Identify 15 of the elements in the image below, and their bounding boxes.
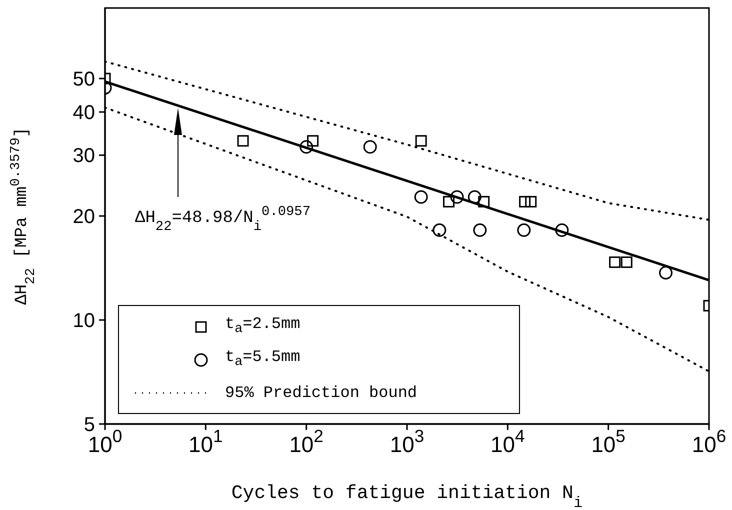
x-tick-label: 10$^{2}$	[289, 426, 324, 457]
y-tick-label: 40	[72, 102, 95, 124]
x-tick-label: 10$^{6}$	[692, 426, 726, 457]
x-tick-label: 10$^{5}$	[591, 426, 626, 457]
x-tick-label: 10$^{1}$	[188, 426, 223, 457]
legend-label: t$_{a}$=2.5mm	[225, 315, 300, 338]
y-tick-label: 50	[72, 68, 95, 91]
legend-label: t$_{a}$=5.5mm	[225, 348, 300, 371]
x-tick-label: 10$^{3}$	[390, 426, 424, 457]
y-tick-label: 30	[72, 145, 95, 168]
y-tick-label: 20	[72, 206, 95, 228]
x-axis-title: Cycles to fatigue initiation N$_{i}$	[231, 482, 583, 510]
y-tick-label: 10	[72, 310, 95, 332]
x-tick-label: 10$^{4}$	[490, 426, 526, 457]
legend-label: 95% Prediction bound	[225, 384, 418, 402]
